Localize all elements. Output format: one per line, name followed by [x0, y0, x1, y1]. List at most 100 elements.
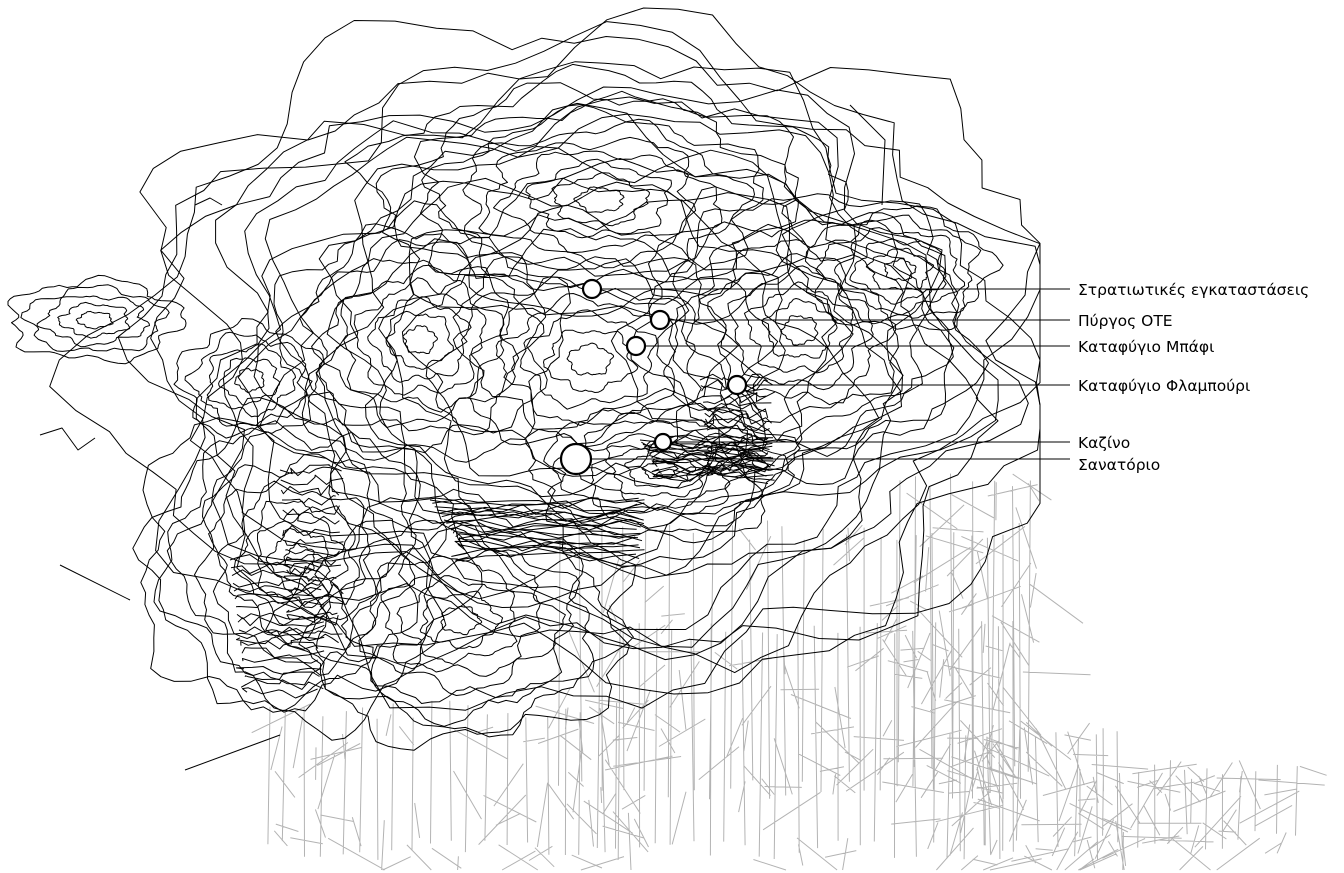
contour-line: [217, 480, 377, 641]
contour-lines: [7, 7, 1041, 771]
contour-line: [380, 559, 541, 677]
place-markers: [559, 278, 748, 476]
contour-line: [166, 431, 419, 686]
contour-line: [385, 310, 454, 370]
ravine-contour: [241, 647, 325, 659]
contour-line: [275, 223, 548, 454]
contour-line: [421, 104, 764, 289]
contour-line: [344, 63, 849, 325]
ravine-contour: [237, 616, 325, 627]
ravine-contour: [704, 452, 766, 464]
contour-line: [884, 258, 917, 281]
ravine-contour: [241, 678, 324, 690]
contour-fragment: [184, 734, 281, 771]
ravine-contour: [651, 464, 770, 473]
contour-line: [707, 253, 897, 406]
contour-line: [566, 342, 615, 376]
ravine-contour: [244, 671, 320, 680]
ravine-contour: [286, 614, 339, 626]
contour-line: [834, 227, 966, 316]
ravine-contour: [703, 396, 772, 407]
ravine-contour: [446, 518, 637, 530]
contour-fragment: [39, 427, 96, 451]
ravine-contour: [648, 447, 771, 460]
contour-line: [413, 90, 799, 305]
contour-line: [253, 102, 932, 600]
contour-line: [218, 357, 281, 406]
contour-line: [743, 281, 854, 374]
contour-line: [222, 96, 999, 648]
ravine-contour: [441, 511, 644, 521]
marker-sanatorium[interactable]: [559, 442, 593, 476]
contour-line: [551, 172, 650, 227]
ravine-contour: [706, 424, 770, 433]
contour-line: [493, 150, 697, 253]
contour-line: [624, 449, 697, 489]
marker-ote[interactable]: [649, 309, 671, 331]
contour-line: [132, 397, 447, 713]
ravine-contour: [286, 564, 342, 576]
marker-flampouri[interactable]: [726, 374, 748, 396]
contour-line: [591, 433, 731, 511]
ravine-contour: [229, 554, 324, 566]
contour-line: [358, 548, 566, 696]
contour-line: [804, 205, 1004, 331]
urban-street-network: [251, 473, 1327, 871]
ravine-contour: [286, 607, 338, 616]
ravine-contour: [236, 634, 325, 645]
ravine-contour: [432, 496, 645, 509]
ravine-contour: [280, 474, 344, 486]
contour-line: [340, 264, 505, 413]
contour-line: [195, 86, 1029, 661]
contour-line: [75, 310, 114, 330]
contour-fragment: [59, 564, 131, 601]
marker-military[interactable]: [581, 278, 603, 300]
ravine-contour: [235, 666, 322, 675]
marker-casino[interactable]: [653, 432, 673, 452]
contour-line: [396, 575, 518, 665]
ravine-contour: [703, 418, 767, 431]
contour-line: [367, 296, 472, 383]
ravine-contour: [656, 471, 769, 484]
label-casino: Καζίνο: [1078, 434, 1130, 452]
label-ote: Πύργος ΟΤΕ: [1078, 312, 1173, 330]
ravine-contour: [454, 540, 639, 552]
contour-line: [206, 343, 296, 418]
ravine-contour: [241, 687, 318, 699]
ravine-contour: [238, 624, 325, 637]
contour-line: [573, 186, 625, 213]
marker-bafi[interactable]: [625, 335, 647, 357]
contour-line: [727, 265, 874, 391]
contour-line: [470, 276, 702, 445]
contour-line: [605, 439, 714, 498]
ravine-contour: [457, 544, 645, 553]
contour-line: [7, 274, 187, 365]
label-flampouri: Καταφύγιο Φλαμπούρι: [1078, 377, 1250, 395]
label-sanatorium: Σανατόριο: [1078, 456, 1160, 474]
contour-line: [49, 20, 1041, 711]
ravine-contour: [283, 628, 343, 635]
ravine-contour: [240, 640, 319, 650]
place-labels: Στρατιωτικές εγκαταστάσεις Πύργος ΟΤΕ Κα…: [1078, 281, 1309, 474]
contour-line: [140, 391, 483, 741]
ravine-contour: [282, 505, 340, 516]
contour-line: [259, 146, 903, 600]
contour-fragment: [194, 197, 223, 206]
ravine-contour: [242, 657, 319, 664]
contour-line: [610, 186, 989, 486]
ravine-contour: [235, 600, 325, 610]
contour-line: [57, 301, 131, 339]
ravine-contour: [282, 525, 340, 537]
contour-line: [672, 223, 923, 443]
street-lines: [251, 473, 1327, 871]
contour-line: [375, 82, 810, 317]
ravine-contour: [231, 569, 322, 582]
ravine-contour: [285, 549, 340, 557]
ravine-contour: [230, 561, 320, 574]
label-bafi: Καταφύγιο Μπάφι: [1078, 338, 1214, 356]
ravine-contour: [283, 575, 337, 582]
ravine-contour: [652, 457, 775, 467]
contour-line: [233, 500, 360, 626]
contour-line: [630, 198, 954, 471]
